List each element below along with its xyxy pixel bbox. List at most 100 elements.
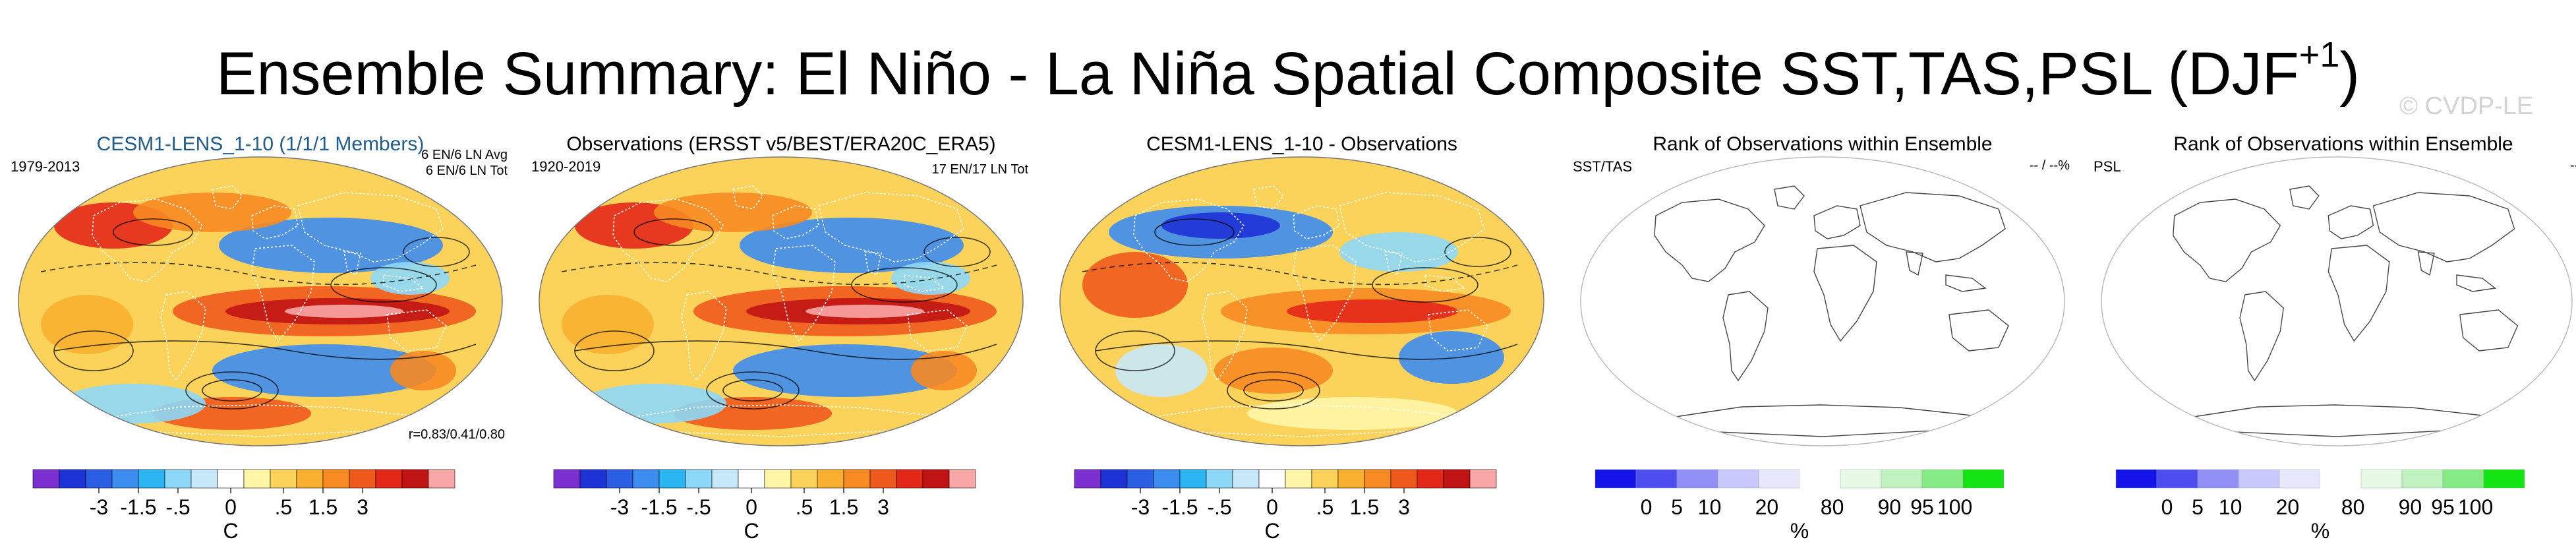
colorbar-tick-label: -.5 [686,495,711,519]
contour [1154,218,1235,246]
colorbar-swatch [790,469,818,489]
coastline [2456,274,2497,292]
coastline [1774,185,1805,210]
coastline [1253,185,1285,210]
anomaly-region [219,218,443,273]
contour [1243,379,1304,402]
map-background [2101,157,2572,446]
anomaly-region [370,262,450,295]
colorbar-swatch [32,469,60,489]
colorbar-swatch [817,469,844,489]
colorbar-swatch [738,469,765,489]
colorbar-swatch [1258,469,1286,489]
main-title: Ensemble Summary: El Niño - La Niña Spat… [0,18,2576,110]
colorbar-swatch [685,469,713,489]
coastline [907,309,968,351]
colorbar-tick-label: 20 [1755,495,1779,519]
colorbar-swatch [2320,470,2361,488]
panel-observations: Observations (ERSST v5/BEST/ERA20C_ERA5)… [527,125,1035,547]
colorbar-tick-label: 1.5 [829,495,858,519]
colorbar-swatch [553,469,581,489]
panel-model: CESM1-LENS_1-10 (1/1/1 Members) 1979-201… [7,125,514,547]
colorbar-tick-label: .5 [796,495,813,519]
colorbar-swatch [632,469,660,489]
anomaly-region [1115,344,1208,397]
colorbar-tick-label: 100 [1937,495,1972,519]
contour [185,371,279,410]
colorbar-swatch [922,469,950,489]
colorbar-swatch [1153,469,1181,489]
colorbar-swatch [428,469,455,489]
coastline [2289,185,2320,210]
colorbar-unit: % [1790,519,1809,541]
colorbar: -3 -1.5 -.5 0 .5 1.5 3 C [32,469,455,541]
colorbar-tick-label: 0 [2161,495,2173,519]
coastline [1428,309,1488,351]
colorbar-swatch [659,469,686,489]
contour [1372,267,1478,303]
coastline [1339,192,1485,262]
colorbar-unit: % [2311,519,2329,541]
colorbar-swatch [217,469,245,489]
event-count-tot: 6 EN/6 LN Tot [425,164,508,178]
coastline [1813,245,1877,342]
event-count-avg: 6 EN/6 LN Avg [421,148,508,162]
colorbar-tick-label: -.5 [165,495,190,519]
colorbar: -3 -1.5 -.5 0 .5 1.5 3 C [1074,469,1497,541]
colorbar-tick-label: 10 [1698,495,1722,519]
colorbar-tick-label: 0 [225,495,237,519]
colorbar-swatch [764,469,792,489]
coastline [818,192,964,262]
panel-difference: CESM1-LENS_1-10 - Observations -3 -1.5 -.5… [1048,125,1556,547]
coastline [92,199,204,282]
psl-contours [1082,218,1518,410]
colorbar-swatch [2360,469,2403,489]
colorbar-swatch [2401,469,2444,489]
colorbar-swatch [1285,469,1312,489]
colorbar-swatch [1800,470,1840,488]
contour [574,340,997,360]
colorbar-swatch [401,469,429,489]
pattern-correlation: r=0.83/0.41/0.80 [408,427,505,442]
colorbar-tick-label: -1.5 [641,495,677,519]
colorbar-swatch [1337,469,1365,489]
colorbar: 0 5 10 20 80 90 95 100% [2115,469,2525,541]
colorbar-swatch [606,469,633,489]
panel-rank-psl: Rank of Observations within Ensemble PSL… [2090,125,2576,547]
colorbar-swatch [2156,469,2198,489]
colorbar-swatch [843,469,871,489]
colorbar-tick-label: 5 [2192,495,2204,519]
contour-negative [561,262,997,286]
colorbar-swatch [190,469,218,489]
coastline [297,192,444,262]
colorbar-unit: C [223,519,238,541]
contour [1095,340,1518,360]
period-label: 1920-2019 [531,158,601,175]
colorbar-swatch [349,469,376,489]
colorbar-swatch [1962,469,2005,489]
anomaly-region [562,295,654,354]
main-title-close: ) [2339,40,2360,107]
contour [851,267,958,303]
colorbar-swatch [164,469,192,489]
colorbar-tick-label: 95 [1910,495,1934,519]
map-rank-psl [2101,156,2573,446]
anomaly-region [41,295,133,354]
contour [202,379,262,402]
colorbar-swatch [1469,469,1497,489]
rank-summary: -- / --% [2029,158,2070,173]
anomaly-region [390,351,456,390]
anomaly-region [733,344,957,397]
coastline [1133,199,1245,282]
colorbar-swatch [59,469,86,489]
colorbar-tick-label: 0 [1266,495,1278,519]
colorbar-swatch [579,469,607,489]
main-title-text: Ensemble Summary: El Niño - La Niña Spat… [216,40,2299,107]
colorbar-tick-label: 1.5 [308,495,337,519]
variable-label: SST/TAS [1573,158,1633,175]
coastline [612,199,724,282]
contour [1227,371,1320,410]
coastline [772,205,819,239]
colorbar-tick-label: 3 [357,495,368,519]
colorbar-swatch [2115,469,2157,489]
